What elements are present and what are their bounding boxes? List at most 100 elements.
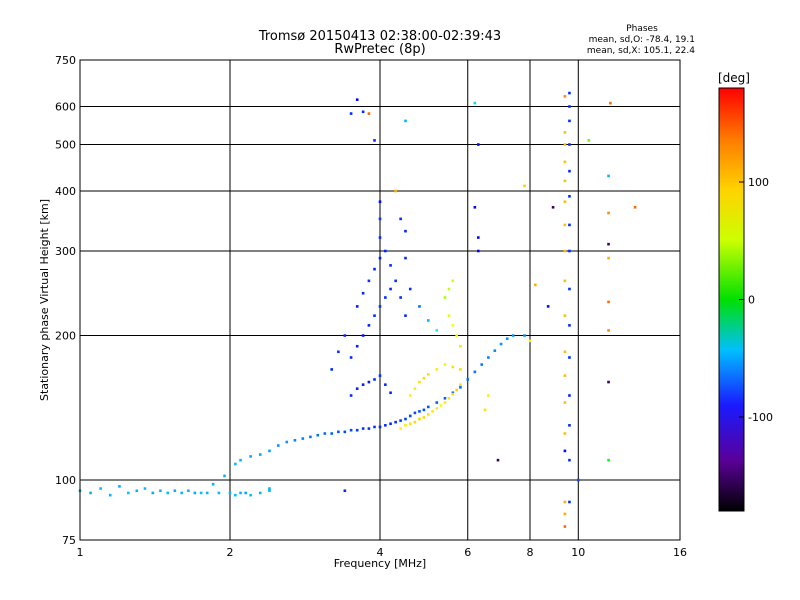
- data-point: [459, 383, 462, 386]
- x-tick-labels: 1 2 4 6 8 10 16: [77, 546, 688, 559]
- data-point: [394, 279, 397, 283]
- data-point: [367, 324, 371, 327]
- data-point: [205, 491, 209, 495]
- data-point: [568, 143, 571, 146]
- data-point: [384, 296, 387, 299]
- data-point: [455, 388, 458, 392]
- data-point: [330, 432, 334, 435]
- x-tick-label: 1: [77, 546, 84, 559]
- data-point: [528, 339, 532, 343]
- data-point: [159, 489, 162, 493]
- data-point: [301, 437, 305, 440]
- data-point: [493, 349, 497, 352]
- data-point: [451, 365, 455, 369]
- data-point: [361, 383, 365, 386]
- data-point: [439, 404, 443, 407]
- data-point: [399, 419, 402, 422]
- data-point: [239, 491, 242, 495]
- data-point: [607, 174, 610, 178]
- data-point: [413, 411, 417, 415]
- data-point: [367, 279, 371, 283]
- data-point: [367, 380, 371, 384]
- data-point: [563, 143, 567, 146]
- data-point: [477, 143, 480, 146]
- data-point: [418, 380, 421, 384]
- data-point: [211, 482, 215, 486]
- y-tick-label: 600: [55, 101, 76, 114]
- data-point: [373, 267, 376, 271]
- data-point: [108, 493, 112, 497]
- data-point: [487, 394, 490, 397]
- data-point: [378, 374, 382, 377]
- plot-frame: [79, 59, 681, 541]
- data-point: [166, 491, 170, 495]
- data-point: [404, 229, 407, 233]
- data-point: [384, 249, 387, 253]
- data-point: [459, 386, 462, 389]
- x-tick-label: 4: [377, 546, 384, 559]
- data-point: [143, 487, 147, 490]
- data-point: [568, 195, 571, 198]
- data-point: [480, 363, 484, 366]
- data-point: [422, 408, 426, 412]
- y-tick-label: 750: [55, 54, 76, 67]
- x-tick-label: 10: [571, 546, 585, 559]
- data-point: [378, 305, 382, 308]
- chart-subtitle: RwPretec (8p): [334, 42, 425, 57]
- colorbar-tick-label: 0: [748, 294, 755, 307]
- data-point: [378, 217, 382, 221]
- colorbar-tick-label: -100: [748, 411, 773, 424]
- data-point: [447, 287, 451, 291]
- data-point: [323, 432, 327, 435]
- data-point: [408, 422, 412, 426]
- data-point: [568, 105, 571, 108]
- data-point: [447, 397, 451, 400]
- y-tick-label: 400: [55, 185, 76, 198]
- data-point: [343, 334, 347, 337]
- data-point: [404, 256, 407, 260]
- data-point: [568, 119, 571, 123]
- data-point: [418, 417, 421, 421]
- data-point: [373, 314, 376, 317]
- data-point: [193, 491, 197, 495]
- data-point: [563, 279, 567, 283]
- data-point: [199, 491, 203, 495]
- y-tick-label: 500: [55, 139, 76, 152]
- data-point: [349, 112, 353, 115]
- data-point: [418, 410, 421, 413]
- data-point: [268, 487, 271, 490]
- data-point: [355, 98, 359, 101]
- data-point: [223, 474, 226, 478]
- data-point: [431, 410, 434, 413]
- data-point: [180, 491, 184, 495]
- data-point: [151, 491, 155, 495]
- data-point: [330, 368, 334, 371]
- data-point: [477, 236, 480, 239]
- data-point: [173, 489, 177, 493]
- data-point: [367, 112, 371, 115]
- data-point: [426, 373, 430, 376]
- colorbar-ticks: 100 0 -100: [739, 176, 773, 424]
- data-point: [408, 394, 412, 397]
- data-point: [422, 376, 426, 380]
- data-point: [568, 458, 571, 462]
- data-point: [568, 287, 571, 291]
- data-point: [523, 184, 526, 188]
- data-point: [389, 422, 392, 426]
- data-point: [276, 444, 280, 447]
- data-point: [455, 334, 458, 337]
- data-point: [355, 344, 359, 348]
- data-point: [443, 401, 447, 404]
- data-point: [89, 491, 92, 495]
- data-point: [607, 329, 610, 332]
- y-tick-label: 200: [55, 330, 76, 343]
- data-point: [435, 407, 439, 410]
- data-point: [505, 337, 509, 340]
- data-point: [443, 363, 447, 366]
- data-point: [607, 300, 610, 304]
- data-point: [607, 256, 610, 260]
- data-point: [422, 416, 426, 419]
- data-point: [487, 356, 490, 359]
- data-point: [451, 391, 455, 395]
- data-point: [496, 458, 500, 462]
